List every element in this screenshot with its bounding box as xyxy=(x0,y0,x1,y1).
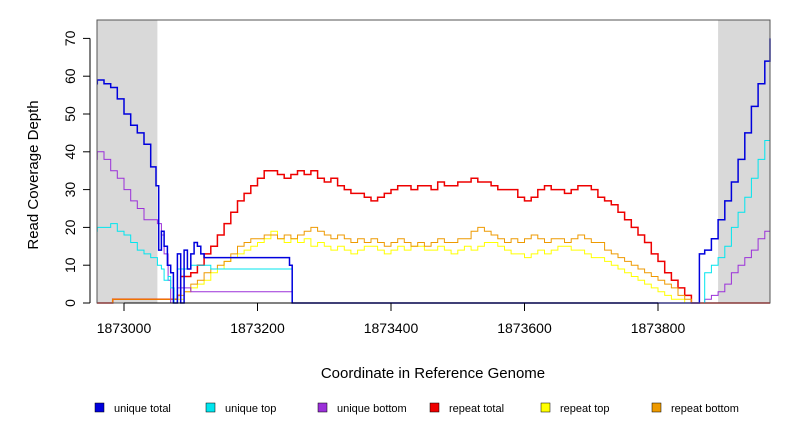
legend-item: unique top xyxy=(205,402,276,415)
y-tick-label: 40 xyxy=(62,144,78,160)
legend-item: repeat total xyxy=(429,402,504,415)
legend-label: unique top xyxy=(225,403,276,415)
y-tick-label: 60 xyxy=(62,68,78,84)
x-axis: 1873000 1873200 1873400 1873600 1873800 xyxy=(97,302,686,336)
legend-swatch xyxy=(540,402,551,413)
y-axis: 0 10 20 30 40 50 60 70 xyxy=(62,30,91,307)
legend-item: unique bottom xyxy=(317,402,407,415)
series-line-repeat-total xyxy=(97,169,770,304)
y-tick-label: 30 xyxy=(62,182,78,198)
series-line-unique-top xyxy=(96,117,771,304)
x-tick-label: 1873400 xyxy=(364,320,419,336)
legend-label: unique bottom xyxy=(337,403,407,415)
series-lines xyxy=(96,38,771,304)
series-line-unique-total xyxy=(96,38,771,304)
legend-item: repeat top xyxy=(540,402,610,415)
x-tick-label: 1873800 xyxy=(631,320,686,336)
legend-label: repeat total xyxy=(449,403,504,415)
legend-swatch xyxy=(317,402,328,413)
y-tick-label: 70 xyxy=(62,30,78,46)
legend-label: repeat bottom xyxy=(671,403,739,415)
series-line-unique-bottom xyxy=(96,151,771,304)
x-axis-title: Coordinate in Reference Genome xyxy=(321,365,545,382)
legend-item: unique total xyxy=(94,402,171,415)
shaded-region xyxy=(97,20,158,303)
legend-swatch xyxy=(429,402,440,413)
x-tick-label: 1873000 xyxy=(97,320,152,336)
shaded-regions xyxy=(97,20,770,303)
y-tick-label: 10 xyxy=(62,257,78,273)
plot-frame xyxy=(96,19,771,304)
y-tick-label: 20 xyxy=(62,219,78,235)
legend-swatch xyxy=(94,402,105,413)
legend-label: unique total xyxy=(114,403,171,415)
shaded-region xyxy=(718,20,770,303)
y-tick-label: 0 xyxy=(62,299,78,307)
y-axis-title: Read Coverage Depth xyxy=(25,100,42,249)
legend-swatch xyxy=(651,402,662,413)
legend-label: repeat top xyxy=(560,403,610,415)
y-tick-label: 50 xyxy=(62,106,78,122)
x-tick-label: 1873200 xyxy=(230,320,285,336)
legend-item: repeat bottom xyxy=(651,402,739,415)
series-line-repeat-bottom xyxy=(97,226,770,304)
legend-swatch xyxy=(205,402,216,413)
x-tick-label: 1873600 xyxy=(497,320,552,336)
legend: unique total unique top unique bottom repea… xyxy=(94,402,739,415)
